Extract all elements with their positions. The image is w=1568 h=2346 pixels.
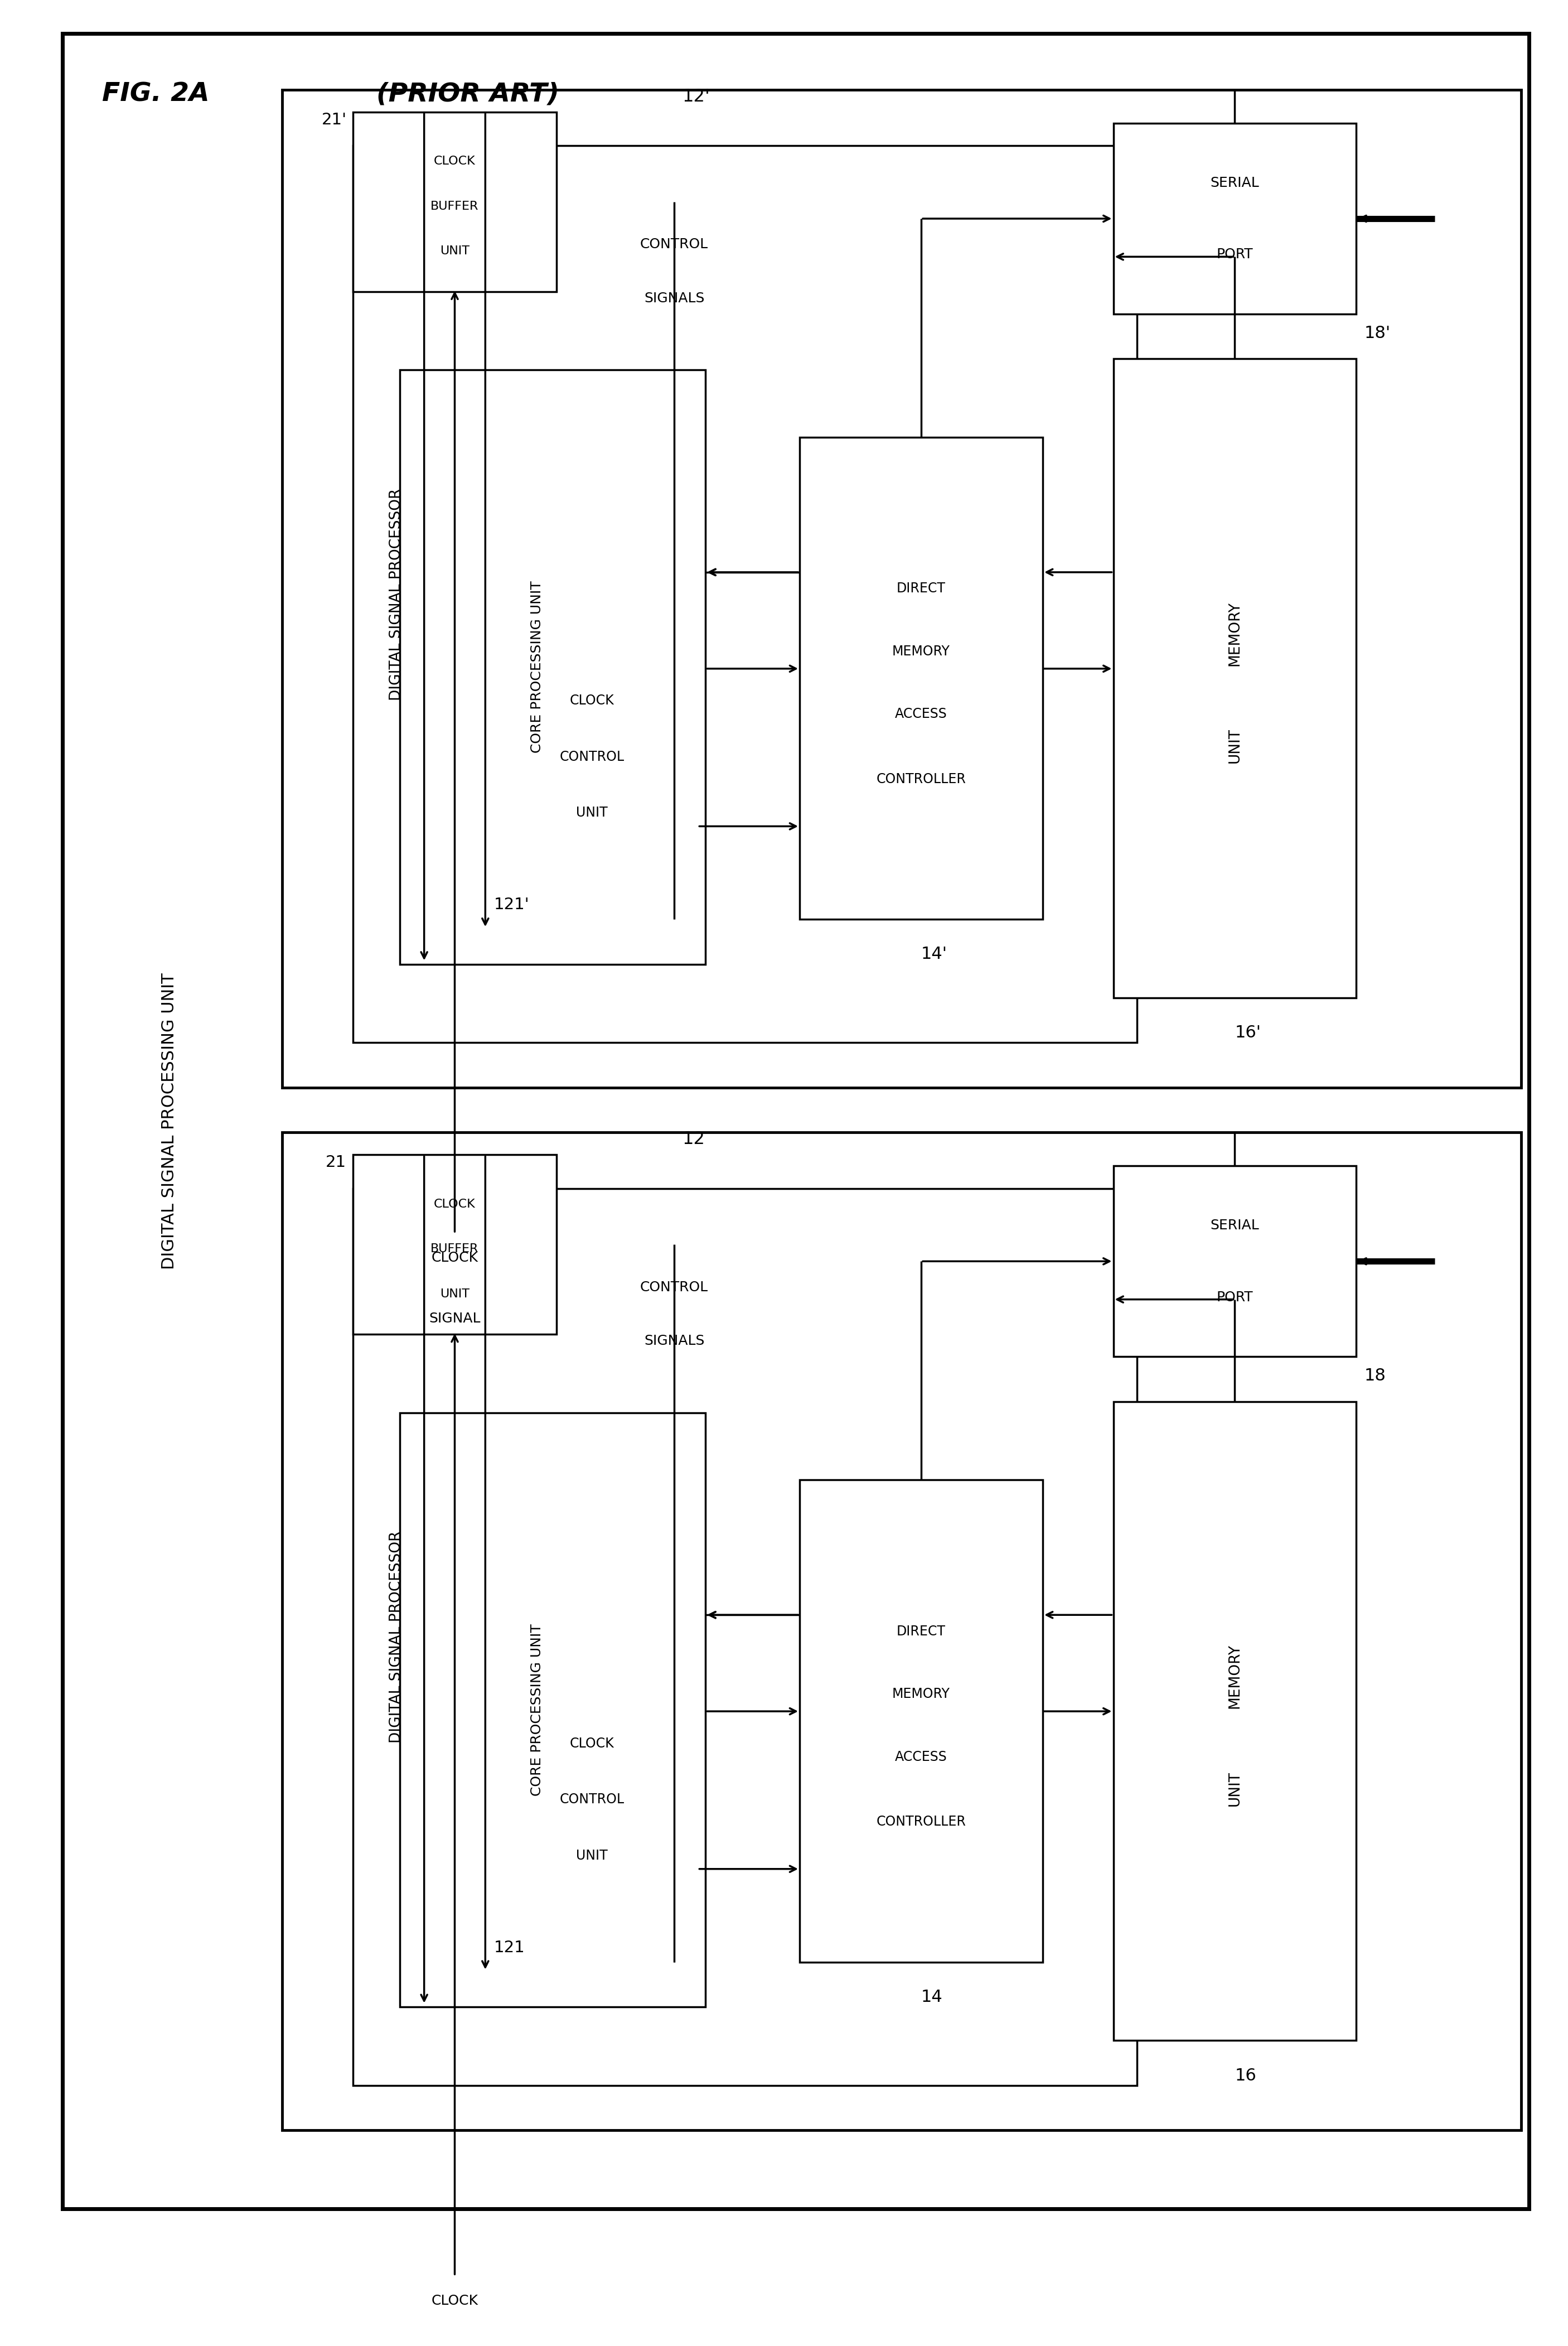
Text: DIGITAL SIGNAL PROCESSOR: DIGITAL SIGNAL PROCESSOR	[389, 488, 405, 701]
Text: UNIT: UNIT	[575, 807, 608, 819]
Text: CLOCK: CLOCK	[431, 2294, 478, 2306]
Text: CONTROL: CONTROL	[640, 237, 709, 251]
Text: CONTROL: CONTROL	[640, 1281, 709, 1293]
Text: DIRECT: DIRECT	[897, 582, 946, 596]
Text: 18: 18	[1364, 1368, 1386, 1384]
Text: UNIT: UNIT	[1228, 727, 1242, 762]
Text: UNIT: UNIT	[1228, 1771, 1242, 1806]
Bar	[282, 1133, 1521, 2130]
Text: 121: 121	[494, 1940, 525, 1954]
Text: MEMORY: MEMORY	[892, 1687, 950, 1701]
Text: UNIT: UNIT	[441, 1288, 469, 1300]
Text: (PRIOR ART): (PRIOR ART)	[376, 82, 560, 106]
Bar	[400, 1412, 706, 2006]
Text: BUFFER: BUFFER	[431, 1243, 478, 1255]
Text: FIG. 2A: FIG. 2A	[102, 82, 210, 106]
Text: DIRECT: DIRECT	[897, 1623, 946, 1638]
Text: 18': 18'	[1364, 326, 1391, 340]
Text: CONTROL: CONTROL	[560, 751, 624, 762]
Text: SIGNALS: SIGNALS	[644, 291, 704, 305]
Text: ACCESS: ACCESS	[895, 708, 947, 720]
Text: CORE PROCESSING UNIT: CORE PROCESSING UNIT	[530, 1623, 544, 1795]
Bar	[353, 145, 1137, 1042]
Text: 121': 121'	[494, 896, 530, 913]
Text: 12: 12	[682, 1131, 706, 1147]
Bar	[1113, 1166, 1356, 1356]
Bar	[800, 436, 1043, 920]
Text: ACCESS: ACCESS	[895, 1750, 947, 1764]
Text: CLOCK: CLOCK	[569, 694, 615, 708]
Bar	[353, 113, 557, 291]
Text: MEMORY: MEMORY	[892, 645, 950, 659]
Text: UNIT: UNIT	[441, 246, 469, 256]
Text: CLOCK: CLOCK	[434, 1199, 475, 1211]
Bar	[486, 1626, 698, 1973]
Text: CONTROL: CONTROL	[560, 1792, 624, 1806]
Text: 14': 14'	[920, 945, 947, 962]
Bar	[353, 1154, 557, 1335]
Text: 21: 21	[326, 1154, 347, 1171]
Text: CORE PROCESSING UNIT: CORE PROCESSING UNIT	[530, 582, 544, 753]
Text: UNIT: UNIT	[575, 1849, 608, 1863]
Bar	[800, 1480, 1043, 1961]
Bar	[1113, 1401, 1356, 2041]
Text: CONTROLLER: CONTROLLER	[877, 772, 966, 786]
Text: 16: 16	[1234, 2067, 1256, 2083]
Bar	[486, 584, 698, 931]
Text: 21': 21'	[321, 113, 347, 127]
Text: PORT: PORT	[1217, 249, 1253, 260]
Bar	[1113, 124, 1356, 314]
Text: SIGNALS: SIGNALS	[644, 1335, 704, 1347]
Text: BUFFER: BUFFER	[431, 202, 478, 211]
Text: CLOCK: CLOCK	[434, 155, 475, 167]
Bar	[353, 1189, 1137, 2086]
Text: DIGITAL SIGNAL PROCESSING UNIT: DIGITAL SIGNAL PROCESSING UNIT	[162, 974, 177, 1269]
Text: 12': 12'	[682, 89, 710, 106]
Text: CONTROLLER: CONTROLLER	[877, 1816, 966, 1828]
Bar	[282, 89, 1521, 1089]
Text: MEMORY: MEMORY	[1228, 601, 1242, 666]
Text: CLOCK: CLOCK	[431, 1250, 478, 1264]
Text: CLOCK: CLOCK	[569, 1736, 615, 1750]
Text: DIGITAL SIGNAL PROCESSOR: DIGITAL SIGNAL PROCESSOR	[389, 1532, 405, 1743]
Bar	[400, 371, 706, 964]
Text: SERIAL: SERIAL	[1210, 1218, 1259, 1232]
Text: 16': 16'	[1234, 1025, 1261, 1042]
Text: MEMORY: MEMORY	[1228, 1645, 1242, 1708]
Bar	[1113, 359, 1356, 997]
Text: SERIAL: SERIAL	[1210, 176, 1259, 190]
Text: SIGNAL: SIGNAL	[430, 1311, 480, 1325]
Text: PORT: PORT	[1217, 1290, 1253, 1304]
Text: 14: 14	[920, 1989, 942, 2006]
